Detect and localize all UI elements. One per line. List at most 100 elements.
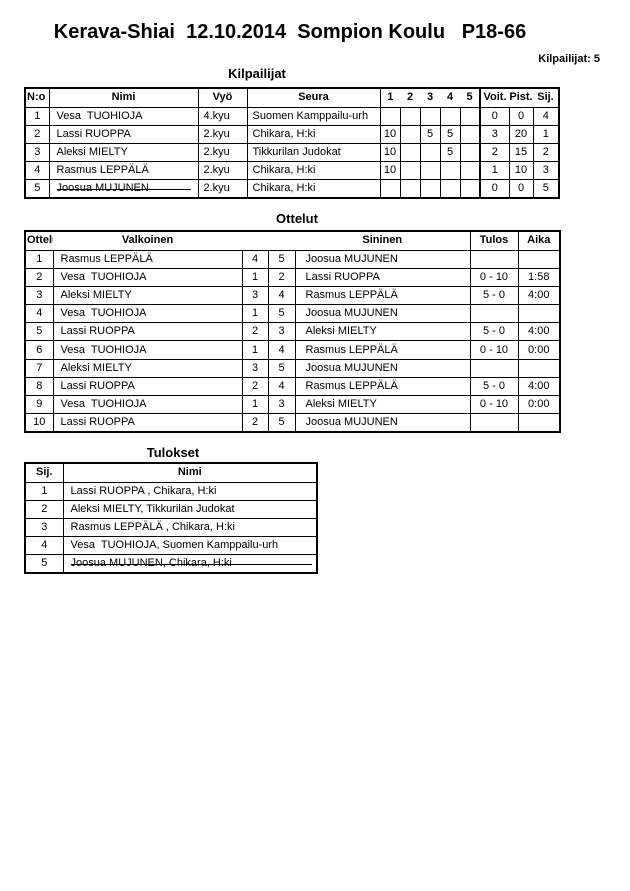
cell-round-2 (399, 161, 421, 181)
cell-sininen: Joosua MUJUNEN (294, 249, 471, 269)
kilpailijat-section-heading: Kilpailijat (228, 66, 286, 81)
cell-valkoinen: Vesa TUOHIOJA (52, 304, 243, 324)
cell-tulos: 5 - 0 (469, 285, 519, 306)
cell-sininen: Aleksi MIELTY (294, 394, 471, 415)
cell-nimi: Vesa TUOHIOJA (48, 106, 199, 126)
cell-pist: 20 (508, 124, 534, 144)
cell-no: 3 (24, 142, 50, 163)
cell-seura: Chikara, H:ki (246, 161, 381, 181)
tulokset-row: 3 Rasmus LEPPÄLÄ , Chikara, H:ki (24, 517, 318, 538)
ottelut-row: 5 Lassi RUOPPA 2 3 Aleksi MIELTY 5 - 0 4… (24, 322, 561, 342)
col-header-round-5: 5 (460, 87, 481, 108)
cell-no: 5 (24, 179, 50, 199)
cell-sininen: Rasmus LEPPÄLÄ (294, 376, 471, 397)
cell-voit: 0 (479, 106, 510, 126)
cell-blue-no: 3 (267, 322, 296, 342)
cell-round-4 (439, 161, 461, 181)
cell-ottelu: 9 (24, 394, 54, 415)
cell-round-2 (399, 124, 421, 144)
cell-round-3 (419, 106, 441, 126)
col-header-sij: Sij. (533, 87, 560, 108)
cell-ottelu: 4 (24, 304, 54, 324)
cell-tulos (469, 249, 519, 269)
col-header-seura: Seura (246, 87, 381, 108)
ottelut-row: 6 Vesa TUOHIOJA 1 4 Rasmus LEPPÄLÄ 0 - 1… (24, 340, 561, 360)
cell-tulos: 0 - 10 (469, 267, 519, 287)
struck-name-text: Joosua MUJUNEN, Chikara, H:ki (70, 557, 232, 570)
cell-nimi-struck: Joosua MUJUNEN, Chikara, H:ki (62, 554, 318, 574)
col-header-nimi: Nimi (62, 462, 318, 483)
cell-blue-no: 4 (267, 376, 296, 397)
tulokset-section-heading: Tulokset (146, 445, 200, 460)
cell-blue-no: 5 (267, 413, 296, 433)
cell-tulos: 5 - 0 (469, 322, 519, 342)
cell-sininen: Lassi RUOPPA (294, 267, 471, 287)
cell-sininen: Joosua MUJUNEN (294, 304, 471, 324)
col-header-vyo: Vyö (197, 87, 248, 108)
cell-white-no: 4 (241, 249, 269, 269)
cell-aika: 4:00 (517, 376, 561, 397)
col-header-round-4: 4 (440, 87, 461, 108)
cell-vyo: 2.kyu (197, 142, 248, 163)
cell-nimi: Rasmus LEPPÄLÄ , Chikara, H:ki (62, 517, 318, 538)
cell-white-no: 1 (241, 267, 269, 287)
cell-round-4 (439, 179, 461, 199)
cell-sij: 1 (532, 124, 560, 144)
cell-valkoinen: Vesa TUOHIOJA (52, 394, 243, 415)
strikethrough-line (56, 188, 191, 190)
cell-round-3 (419, 161, 441, 181)
col-header-blue-no (268, 230, 296, 251)
cell-no: 4 (24, 161, 50, 181)
cell-ottelu: 1 (24, 249, 54, 269)
cell-round-5 (459, 124, 481, 144)
col-header-ottelu: Ottelu (24, 230, 54, 251)
cell-nimi: Vesa TUOHIOJA, Suomen Kamppailu-urh (62, 536, 318, 556)
cell-white-no: 2 (241, 413, 269, 433)
cell-round-5 (459, 142, 481, 163)
cell-ottelu: 2 (24, 267, 54, 287)
cell-nimi: Lassi RUOPPA (48, 124, 199, 144)
ottelut-row: 9 Vesa TUOHIOJA 1 3 Aleksi MIELTY 0 - 10… (24, 394, 561, 415)
cell-round-5 (459, 179, 481, 199)
col-header-pist: Pist. (509, 87, 534, 108)
cell-blue-no: 5 (267, 249, 296, 269)
tulokset-table: Sij. Nimi 1 Lassi RUOPPA , Chikara, H:ki… (24, 462, 318, 574)
ottelut-row: 1 Rasmus LEPPÄLÄ 4 5 Joosua MUJUNEN (24, 249, 561, 269)
cell-no: 2 (24, 124, 50, 144)
cell-nimi: Rasmus LEPPÄLÄ (48, 161, 199, 181)
col-header-tulos: Tulos (469, 230, 519, 251)
cell-valkoinen: Lassi RUOPPA (52, 413, 243, 433)
cell-round-2 (399, 179, 421, 199)
kilpailijat-row: 3 Aleksi MIELTY 2.kyu Tikkurilan Judokat… (24, 142, 560, 163)
cell-sininen: Aleksi MIELTY (294, 322, 471, 342)
cell-valkoinen: Vesa TUOHIOJA (52, 340, 243, 360)
cell-round-1 (379, 106, 401, 126)
ottelut-row: 3 Aleksi MIELTY 3 4 Rasmus LEPPÄLÄ 5 - 0… (24, 285, 561, 306)
cell-vyo: 2.kyu (197, 179, 248, 199)
cell-seura: Tikkurilan Judokat (246, 142, 381, 163)
cell-aika (517, 413, 561, 433)
cell-aika (517, 358, 561, 378)
cell-round-3: 5 (419, 124, 441, 144)
cell-sij: 3 (24, 517, 64, 538)
cell-no: 1 (24, 106, 50, 126)
cell-ottelu: 6 (24, 340, 54, 360)
cell-valkoinen: Aleksi MIELTY (52, 285, 243, 306)
cell-sij: 5 (532, 179, 560, 199)
cell-white-no: 2 (241, 322, 269, 342)
ottelut-row: 10 Lassi RUOPPA 2 5 Joosua MUJUNEN (24, 413, 561, 433)
cell-round-3 (419, 179, 441, 199)
cell-sij: 2 (532, 142, 560, 163)
cell-round-1: 10 (379, 124, 401, 144)
tulokset-row: 1 Lassi RUOPPA , Chikara, H:ki (24, 481, 318, 501)
cell-seura: Chikara, H:ki (246, 179, 381, 199)
strikethrough-line (70, 563, 312, 565)
competitors-count-label: Kilpailijat: 5 (538, 53, 600, 65)
cell-aika: 1:58 (517, 267, 561, 287)
tulokset-row: 4 Vesa TUOHIOJA, Suomen Kamppailu-urh (24, 536, 318, 556)
kilpailijat-row: 2 Lassi RUOPPA 2.kyu Chikara, H:ki 10 5 … (24, 124, 560, 144)
ottelut-header-row: Ottelu Valkoinen Sininen Tulos Aika (24, 230, 561, 251)
cell-round-5 (459, 106, 481, 126)
cell-white-no: 3 (241, 285, 269, 306)
cell-pist: 15 (508, 142, 534, 163)
